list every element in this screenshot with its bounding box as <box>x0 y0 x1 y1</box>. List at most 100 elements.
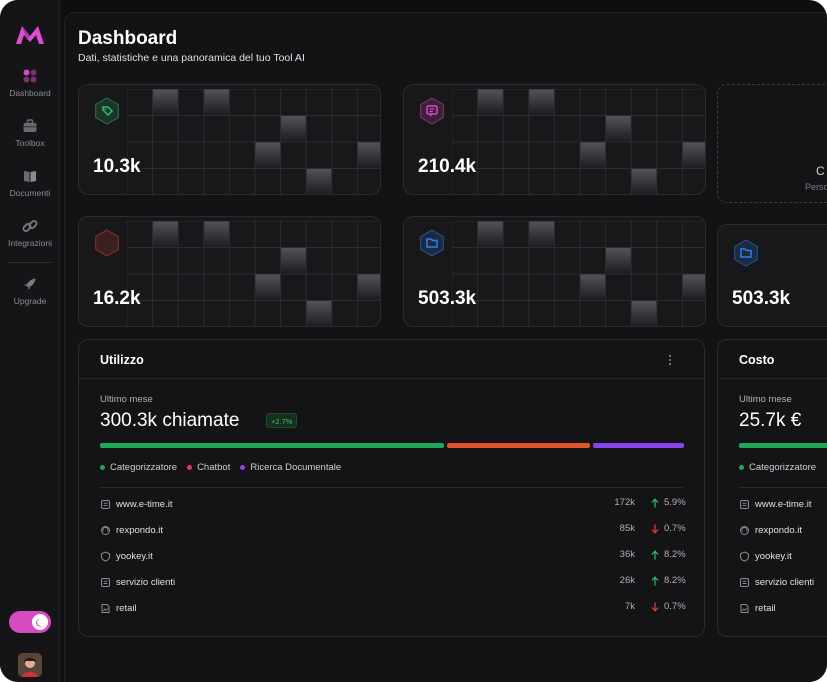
row-label: yookey.it <box>755 550 792 562</box>
document-icon <box>101 499 110 509</box>
divider <box>739 487 827 488</box>
usage-bar-segment <box>100 443 445 448</box>
usage-legend: Categorizzatore Chatbot Ricerca Documental… <box>100 462 341 473</box>
legend-item: Ricerca Documentale <box>240 462 341 473</box>
legend-label: Categorizzatore <box>749 462 817 473</box>
tag-icon <box>95 97 119 125</box>
page-subtitle: Dati, statistiche e una panoramica del t… <box>78 52 305 64</box>
legend-label: Ricerca Documentale <box>250 462 342 473</box>
headset-icon <box>740 525 749 535</box>
legend-item: Categorizzatore <box>739 462 816 473</box>
stat-card[interactable]: 210.4k <box>403 84 706 195</box>
legend-dot <box>240 465 246 470</box>
sidebar-item-label: Dashboard <box>9 88 51 98</box>
trend-value: 8.2% <box>664 549 686 560</box>
row-value: 85k <box>619 523 635 534</box>
more-options-icon[interactable] <box>666 354 674 366</box>
sidebar-item-upgrade[interactable]: Upgrade <box>0 275 60 319</box>
file-image-icon <box>740 603 749 613</box>
rocket-icon <box>21 275 39 293</box>
legend-label: Categorizzatore <box>110 462 178 473</box>
row-value: 172k <box>614 497 635 508</box>
usage-title: Utilizzo <box>100 353 144 367</box>
theme-toggle[interactable] <box>9 611 51 633</box>
table-row[interactable]: www.e-time.it <box>100 496 172 512</box>
legend-dot <box>187 465 193 470</box>
usage-total: 300.3k chiamate <box>100 410 240 431</box>
table-row[interactable]: servizio clienti <box>739 574 814 590</box>
trend-value: 0.7% <box>664 601 686 612</box>
grid-pattern <box>127 221 380 326</box>
table-row[interactable]: retail <box>100 600 137 616</box>
arrow-up-icon <box>651 497 659 507</box>
legend-dot <box>739 465 744 470</box>
legend-item: Chatbot <box>187 462 230 473</box>
row-trend: 8.2% <box>651 549 691 560</box>
grid-pattern <box>452 221 705 326</box>
folder-icon <box>734 239 758 267</box>
sidebar-item-documenti[interactable]: Documenti <box>0 167 60 211</box>
usage-bar-segment <box>447 443 591 448</box>
phone-icon <box>95 229 119 257</box>
add-tool-subtitle: Perso <box>805 182 827 192</box>
stat-card[interactable]: 10.3k <box>78 84 381 195</box>
moon-icon <box>32 614 48 630</box>
table-row[interactable]: rexpondo.it <box>100 522 163 538</box>
stat-value: 10.3k <box>93 156 141 177</box>
sidebar-item-label: Toolbox <box>15 138 45 148</box>
sidebar-item-toolbox[interactable]: Toolbox <box>0 117 60 161</box>
logo-icon[interactable] <box>14 24 46 46</box>
stat-card[interactable]: 503.3k <box>403 216 706 327</box>
dashboard-icon <box>21 67 39 85</box>
trend-value: 0.7% <box>664 523 686 534</box>
row-label: www.e-time.it <box>755 498 812 510</box>
grid-pattern <box>452 89 705 194</box>
page-title: Dashboard <box>78 28 178 49</box>
book-icon <box>21 167 39 185</box>
divider <box>718 378 827 379</box>
trend-value: 5.9% <box>664 497 686 508</box>
sidebar-divider <box>8 262 52 263</box>
row-value: 26k <box>619 575 635 586</box>
legend-label: Chatbot <box>197 462 231 473</box>
row-trend: 0.7% <box>651 601 691 612</box>
sidebar-item-dashboard[interactable]: Dashboard <box>0 67 60 111</box>
sidebar-item-integrazioni[interactable]: Integrazioni <box>0 217 60 261</box>
cost-title: Costo <box>739 353 775 367</box>
table-row[interactable]: retail <box>739 600 776 616</box>
message-icon <box>420 97 444 125</box>
row-label: retail <box>116 602 137 614</box>
avatar[interactable] <box>18 653 42 677</box>
table-row[interactable]: yookey.it <box>100 548 153 564</box>
add-tool-title: C <box>816 164 825 178</box>
table-row[interactable]: www.e-time.it <box>739 496 811 512</box>
row-label: retail <box>755 602 776 614</box>
table-row[interactable]: rexpondo.it <box>739 522 802 538</box>
arrow-up-icon <box>651 549 659 559</box>
table-row[interactable]: servizio clienti <box>100 574 175 590</box>
stat-value: 503.3k <box>418 288 477 309</box>
stat-value: 16.2k <box>93 288 141 309</box>
divider <box>100 487 683 488</box>
row-trend: 0.7% <box>651 523 691 534</box>
row-label: servizio clienti <box>755 576 815 588</box>
document-icon <box>101 577 110 587</box>
usage-panel: Utilizzo Ultimo mese 300.3k chiamate +2.… <box>78 339 705 637</box>
shield-icon <box>740 550 749 562</box>
stat-value: 210.4k <box>418 156 477 177</box>
row-trend: 8.2% <box>651 575 691 586</box>
row-label: rexpondo.it <box>755 524 803 536</box>
document-icon <box>740 499 749 509</box>
row-label: rexpondo.it <box>116 524 164 536</box>
stat-card[interactable]: 16.2k <box>78 216 381 327</box>
toolbox-icon <box>21 117 39 135</box>
cost-legend: Categorizzatore <box>739 462 816 473</box>
arrow-down-icon <box>651 524 659 534</box>
add-tool-card[interactable]: C Perso <box>717 84 827 203</box>
sidebar-item-label: Documenti <box>9 188 51 198</box>
table-row[interactable]: yookey.it <box>739 548 792 564</box>
folder-icon <box>420 229 444 257</box>
legend-dot <box>100 465 105 470</box>
stat-card[interactable]: 503.3k <box>717 224 827 327</box>
